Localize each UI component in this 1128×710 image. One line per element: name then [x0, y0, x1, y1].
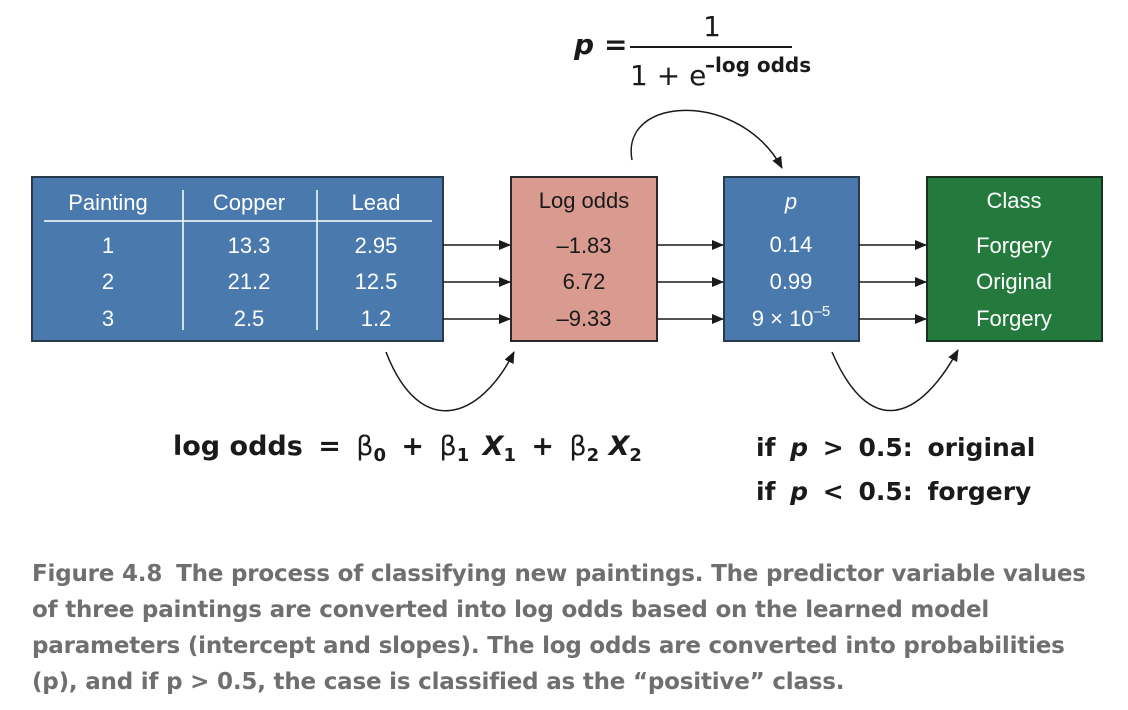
formula-p-exponent: –log odds	[705, 53, 811, 77]
rule-if: if	[756, 433, 777, 462]
variable-x: X	[607, 431, 631, 462]
table-cell: 21.2	[228, 269, 271, 294]
log-odds-header: Log odds	[539, 188, 630, 213]
subscript: 0	[373, 445, 386, 466]
curved-arrow-bottom-right	[831, 349, 959, 412]
log-odds-formula: log odds = β0 + β1 X1 + β2 X2	[173, 431, 642, 468]
table-cell: 13.3	[228, 233, 271, 258]
beta-symbol: β	[356, 431, 373, 462]
curved-arrow-top	[630, 109, 783, 169]
class-value: Forgery	[976, 306, 1052, 331]
probability-value: 0.99	[770, 269, 813, 294]
formula-plus: +	[401, 431, 424, 462]
figure-caption: Figure 4.8 The process of classifying new…	[32, 556, 1107, 700]
rule-p: p	[789, 477, 808, 506]
probability-node: p 0.14 0.99 9 × 10–5	[723, 176, 860, 342]
input-table-box	[31, 176, 444, 342]
header-copper: Copper	[213, 190, 285, 215]
figure-label: Figure 4.8	[32, 561, 163, 587]
sci-exponent: –5	[814, 303, 831, 320]
beta-symbol: β	[569, 431, 586, 462]
log-odds-box	[510, 176, 658, 342]
subscript: 2	[587, 445, 600, 466]
table-cell: 2.5	[234, 306, 265, 331]
rule-original: if p > 0.5: original	[756, 433, 1035, 462]
formula-p-equals: =	[604, 28, 627, 61]
table-cell: 12.5	[355, 269, 398, 294]
curved-arrow-bottom-left	[385, 351, 515, 412]
subscript: 1	[503, 445, 516, 466]
rule-if: if	[756, 477, 777, 506]
classification-rules: if p > 0.5: original if p < 0.5: forgery	[756, 433, 1035, 506]
log-odds-value: –1.83	[556, 233, 611, 258]
table-cell: 1.2	[361, 306, 392, 331]
table-cell: 2	[102, 269, 114, 294]
formula-p-denominator: 1 + e	[630, 59, 706, 92]
formula-equals: =	[318, 431, 341, 462]
rule-threshold: 0.5:	[858, 433, 912, 462]
table-cell: 1	[102, 233, 114, 258]
probability-formula: p = 1 1 + e –log odds	[573, 10, 811, 92]
formula-plus: +	[531, 431, 554, 462]
table-cell: 3	[102, 306, 114, 331]
probability-header: p	[784, 189, 797, 214]
class-value: Forgery	[976, 233, 1052, 258]
header-painting: Painting	[68, 190, 148, 215]
log-odds-value: –9.33	[556, 306, 611, 331]
probability-value-scientific: 9 × 10–5	[752, 303, 830, 331]
subscript: 2	[629, 445, 642, 466]
beta-symbol: β	[439, 431, 456, 462]
class-header: Class	[986, 188, 1041, 213]
classification-diagram: p = 1 1 + e –log odds Painting Copper Le…	[31, 10, 1103, 506]
rule-forgery: if p < 0.5: forgery	[756, 477, 1031, 506]
rule-p: p	[789, 433, 808, 462]
rule-lt: <	[823, 477, 844, 506]
class-box	[926, 176, 1103, 342]
header-lead: Lead	[352, 190, 401, 215]
subscript: 1	[457, 445, 470, 466]
figure-caption-text: The process of classifying new paintings…	[32, 561, 1086, 695]
formula-lhs: log odds	[173, 431, 303, 462]
formula-p-numerator: 1	[703, 10, 721, 43]
class-value: Original	[976, 269, 1052, 294]
rule-class-forgery: forgery	[927, 477, 1031, 506]
sci-mantissa: 9 × 10	[752, 306, 814, 331]
rule-threshold: 0.5:	[858, 477, 912, 506]
rule-class-original: original	[927, 433, 1035, 462]
probability-value: 0.14	[770, 232, 813, 257]
input-table: Painting Copper Lead 1 13.3 2.95 2 21.2 …	[31, 176, 444, 342]
table-cell: 2.95	[355, 233, 398, 258]
probability-box	[723, 176, 860, 342]
variable-x: X	[481, 431, 505, 462]
log-odds-value: 6.72	[563, 269, 606, 294]
rule-gt: >	[823, 433, 844, 462]
formula-p-symbol: p	[573, 28, 594, 61]
log-odds-node: Log odds –1.83 6.72 –9.33	[510, 176, 658, 342]
class-node: Class Forgery Original Forgery	[926, 176, 1103, 342]
